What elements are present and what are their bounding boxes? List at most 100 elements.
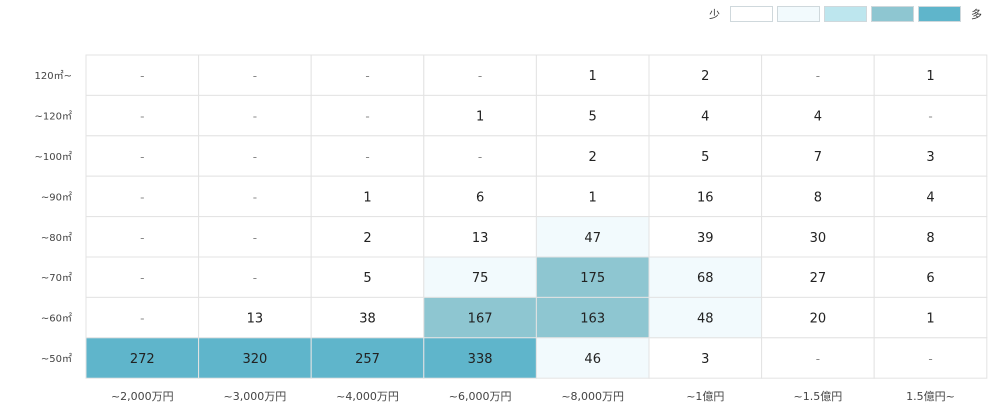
cell-value-label: 175 [580,271,605,286]
y-tick-label: ~50㎡ [41,353,72,365]
cell-value-label: 1 [476,110,484,125]
cell-value-label: 5 [701,150,709,165]
cell-value-label: - [140,271,144,285]
heatmap-cell [873,94,988,137]
cell-value-label: 7 [814,150,822,165]
cell-value-label: 3 [701,352,709,367]
heatmap-cell [423,94,537,137]
cell-value-label: 272 [130,352,155,367]
heatmap-cell [535,337,650,379]
x-tick-label: ~3,000万円 [224,390,287,403]
heatmap-cell [761,94,875,137]
heatmap-cell [310,256,425,298]
heatmap-cell [310,337,425,379]
heatmap-cell [535,135,650,177]
legend-swatch-4 [871,6,914,22]
heatmap-cell [873,175,988,218]
cell-value-label: 5 [363,271,371,286]
cell-value-label: 338 [468,352,493,367]
heatmap-cell [85,135,200,177]
heatmap-cell [423,337,537,379]
cell-value-label: - [253,69,257,83]
heatmap-cell [423,175,537,218]
cell-value-label: 8 [926,231,934,246]
heatmap-cell [85,337,200,379]
cell-value-label: - [140,231,144,245]
heatmap-cell [648,296,763,339]
heatmap-cell [761,337,875,379]
cell-value-label: 75 [472,271,489,286]
heatmap-cell [761,256,875,298]
x-tick-label: ~2,000万円 [111,390,174,403]
heatmap-cell [198,94,312,137]
cell-value-label: 2 [363,231,371,246]
cell-value-label: - [140,110,144,124]
cell-value-label: - [253,190,257,204]
heatmap-cell [423,296,537,339]
heatmap-cell [648,94,763,137]
cell-value-label: 20 [810,312,827,327]
heatmap-cell [535,94,650,137]
heatmap-cell [310,54,425,96]
x-tick-label: ~1.5億円 [794,390,843,403]
legend-swatch-3 [824,6,867,22]
cell-value-label: 39 [697,231,714,246]
x-tick-label: ~1億円 [686,390,724,403]
cell-value-label: 1 [926,312,934,327]
y-tick-label: ~70㎡ [41,272,72,284]
legend-swatch-1 [730,6,773,22]
cell-value-label: - [928,110,932,124]
cell-value-label: 1 [589,69,597,84]
heatmap-cell [85,256,200,298]
heatmap-cell [85,94,200,137]
legend-swatch-2 [777,6,820,22]
cell-value-label: 38 [359,312,376,327]
cell-value-label: - [478,150,482,164]
cell-value-label: - [365,110,369,124]
heatmap-cell [310,296,425,339]
heatmap-cell [310,94,425,137]
heatmap-cell [873,296,988,339]
cell-value-label: - [253,271,257,285]
cell-value-label: 4 [926,190,934,205]
heatmap-cell [873,54,988,96]
legend-swatch-5 [918,6,961,22]
cell-value-label: 257 [355,352,380,367]
heatmap-cell [85,54,200,96]
cell-value-label: - [140,312,144,326]
heatmap-cell [310,216,425,258]
cell-value-label: - [140,190,144,204]
y-tick-label: 120㎡~ [35,70,72,82]
y-tick-label: ~120㎡ [35,111,72,123]
heatmap-cell [535,216,650,258]
legend-high-label: 多 [971,8,982,21]
y-tick-label: ~60㎡ [41,313,72,325]
cell-value-label: - [928,352,932,366]
cell-value-label: - [253,110,257,124]
x-tick-label: ~6,000万円 [449,390,512,403]
heatmap-cell [198,296,312,339]
heatmap-cell [198,54,312,96]
cell-value-label: 2 [701,69,709,84]
x-tick-label: ~4,000万円 [336,390,399,403]
heatmap-cell [535,256,650,298]
heatmap-cell [310,135,425,177]
heatmap-cell [198,216,312,258]
cell-value-label: 2 [589,150,597,165]
cell-value-label: 68 [697,271,714,286]
heatmap-cell [535,296,650,339]
cell-value-label: 48 [697,312,714,327]
cell-value-label: 30 [810,231,827,246]
x-tick-label: ~8,000万円 [561,390,624,403]
cell-value-label: - [140,150,144,164]
heatmap-cell [648,337,763,379]
cell-value-label: 1 [363,190,371,205]
heatmap-cell [198,175,312,218]
cell-value-label: - [816,69,820,83]
cell-value-label: - [253,231,257,245]
cell-value-label: 6 [476,190,484,205]
cell-value-label: 1 [926,69,934,84]
y-tick-label: ~90㎡ [41,191,72,203]
legend-low-label: 少 [709,8,720,21]
